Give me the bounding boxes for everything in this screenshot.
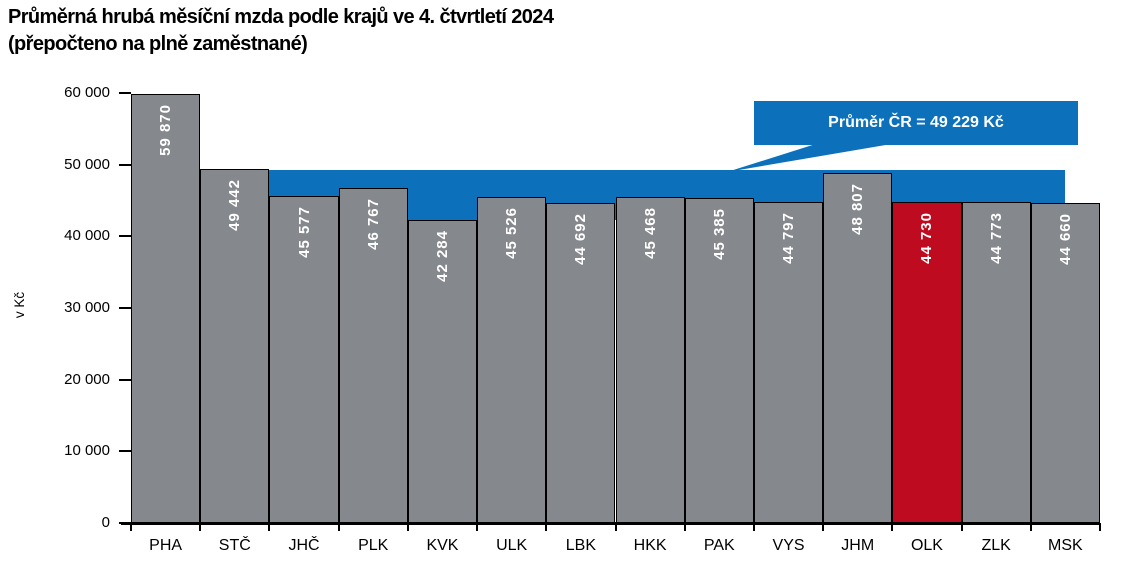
y-tick-label: 0 <box>101 514 110 531</box>
bar-JHM: 48 807 <box>823 173 893 523</box>
x-category-label: STČ <box>218 537 251 554</box>
bar-value-label: 46 767 <box>364 197 382 250</box>
x-axis-tick <box>614 523 617 531</box>
y-tick-label: 10 000 <box>64 442 110 460</box>
x-axis-tick <box>199 523 202 531</box>
x-axis-tick <box>1099 523 1101 531</box>
y-axis-tick <box>119 522 131 524</box>
x-axis-tick <box>130 523 132 531</box>
y-axis-tick <box>119 235 131 238</box>
x-axis-tick <box>268 523 271 531</box>
bar-value-label: 45 468 <box>641 207 659 260</box>
y-tick-label: 60 000 <box>64 84 110 101</box>
bar-PHA: 59 870 <box>131 93 201 523</box>
bar-PAK: 45 385 <box>684 197 754 523</box>
x-category-label: ULK <box>496 537 528 554</box>
x-axis-tick <box>683 523 686 531</box>
bar-value-label-wrap: 59 870 <box>132 104 199 156</box>
chart-title-line1: Průměrná hrubá měsíční mzda podle krajů … <box>8 6 554 28</box>
bar-value-label-wrap: 44 730 <box>893 212 960 264</box>
x-category-label: JHČ <box>288 537 320 554</box>
bar-value-label-wrap: 46 767 <box>340 198 407 250</box>
x-axis-tick <box>752 523 755 531</box>
x-axis-line <box>121 522 1100 525</box>
x-axis-tick <box>406 523 409 531</box>
x-category-label: JHM <box>841 537 875 554</box>
bar-value-label: 45 577 <box>295 206 313 259</box>
y-tick-label: 50 000 <box>64 155 110 173</box>
y-axis-tick <box>119 307 131 309</box>
bar-value-label: 42 284 <box>433 229 451 282</box>
bar-value-label-wrap: 44 692 <box>547 213 614 265</box>
bar-value-label-wrap: 45 526 <box>478 207 545 259</box>
bar-value-label: 45 526 <box>503 206 521 259</box>
bar-value-label-wrap: 44 660 <box>1032 213 1099 265</box>
x-axis-tick <box>960 523 963 531</box>
y-tick-label: 40 000 <box>64 227 110 245</box>
bar-ULK: 45 526 <box>477 196 547 523</box>
x-category-label: KVK <box>426 537 459 554</box>
x-axis-tick <box>822 523 825 531</box>
x-category-label: PAK <box>703 537 735 554</box>
bar-value-label: 44 660 <box>1056 212 1074 265</box>
bar-JHČ: 45 577 <box>269 196 339 523</box>
bar-KVK: 42 284 <box>407 219 478 523</box>
x-category-label: MSK <box>1048 537 1083 554</box>
bar-value-label-wrap: 49 442 <box>201 179 268 231</box>
y-axis-tick <box>119 378 131 381</box>
bar-value-label: 45 385 <box>710 207 728 260</box>
bar-PLK: 46 767 <box>338 187 408 523</box>
bar-value-label: 44 797 <box>780 211 798 264</box>
x-category-label: LBK <box>565 537 596 554</box>
bar-value-label-wrap: 42 284 <box>409 230 476 282</box>
x-category-label: ZLK <box>981 537 1011 554</box>
x-category-label: OLK <box>910 537 943 554</box>
x-axis-tick <box>545 523 548 531</box>
bar-value-label-wrap: 45 468 <box>617 207 684 259</box>
x-category-label: PLK <box>358 537 389 554</box>
x-axis-tick <box>337 523 340 531</box>
bar-value-label-wrap: 45 577 <box>270 206 337 258</box>
bar-ZLK: 44 773 <box>961 202 1031 523</box>
x-axis-tick <box>476 523 479 531</box>
bar-value-label: 48 807 <box>849 183 867 236</box>
bar-value-label: 44 730 <box>918 212 936 265</box>
average-callout-box: Průměr ČR = 49 229 Kč <box>754 101 1078 145</box>
bar-value-label-wrap: 44 797 <box>755 212 822 264</box>
y-tick-label: 20 000 <box>64 370 110 388</box>
bar-value-label-wrap: 44 773 <box>963 212 1030 264</box>
y-tick-label: 30 000 <box>64 299 110 316</box>
chart-title-line2: (přepočteno na plně zaměstnané) <box>8 33 308 55</box>
y-axis-tick <box>119 92 131 94</box>
y-axis-tick <box>119 450 131 453</box>
bar-VYS: 44 797 <box>753 201 824 523</box>
bar-MSK: 44 660 <box>1030 202 1100 523</box>
bar-value-label: 59 870 <box>157 103 175 156</box>
chart-title: Průměrná hrubá měsíční mzda podle krajů … <box>8 4 554 58</box>
bar-value-label: 49 442 <box>226 178 244 231</box>
bar-value-label: 44 692 <box>572 212 590 265</box>
y-axis-tick <box>119 163 131 166</box>
bar-LBK: 44 692 <box>546 202 616 523</box>
bar-value-label: 44 773 <box>987 212 1005 265</box>
x-axis-tick <box>1029 523 1032 531</box>
bar-value-label-wrap: 48 807 <box>824 183 891 235</box>
bar-STČ: 49 442 <box>200 168 270 523</box>
x-category-label: VYS <box>772 537 805 554</box>
bar-value-label-wrap: 45 385 <box>686 208 753 260</box>
x-category-label: HKK <box>633 537 667 554</box>
x-category-label: PHA <box>149 537 183 554</box>
bar-OLK: 44 730 <box>892 202 962 523</box>
x-axis-tick <box>891 523 894 531</box>
bar-HKK: 45 468 <box>615 197 685 523</box>
